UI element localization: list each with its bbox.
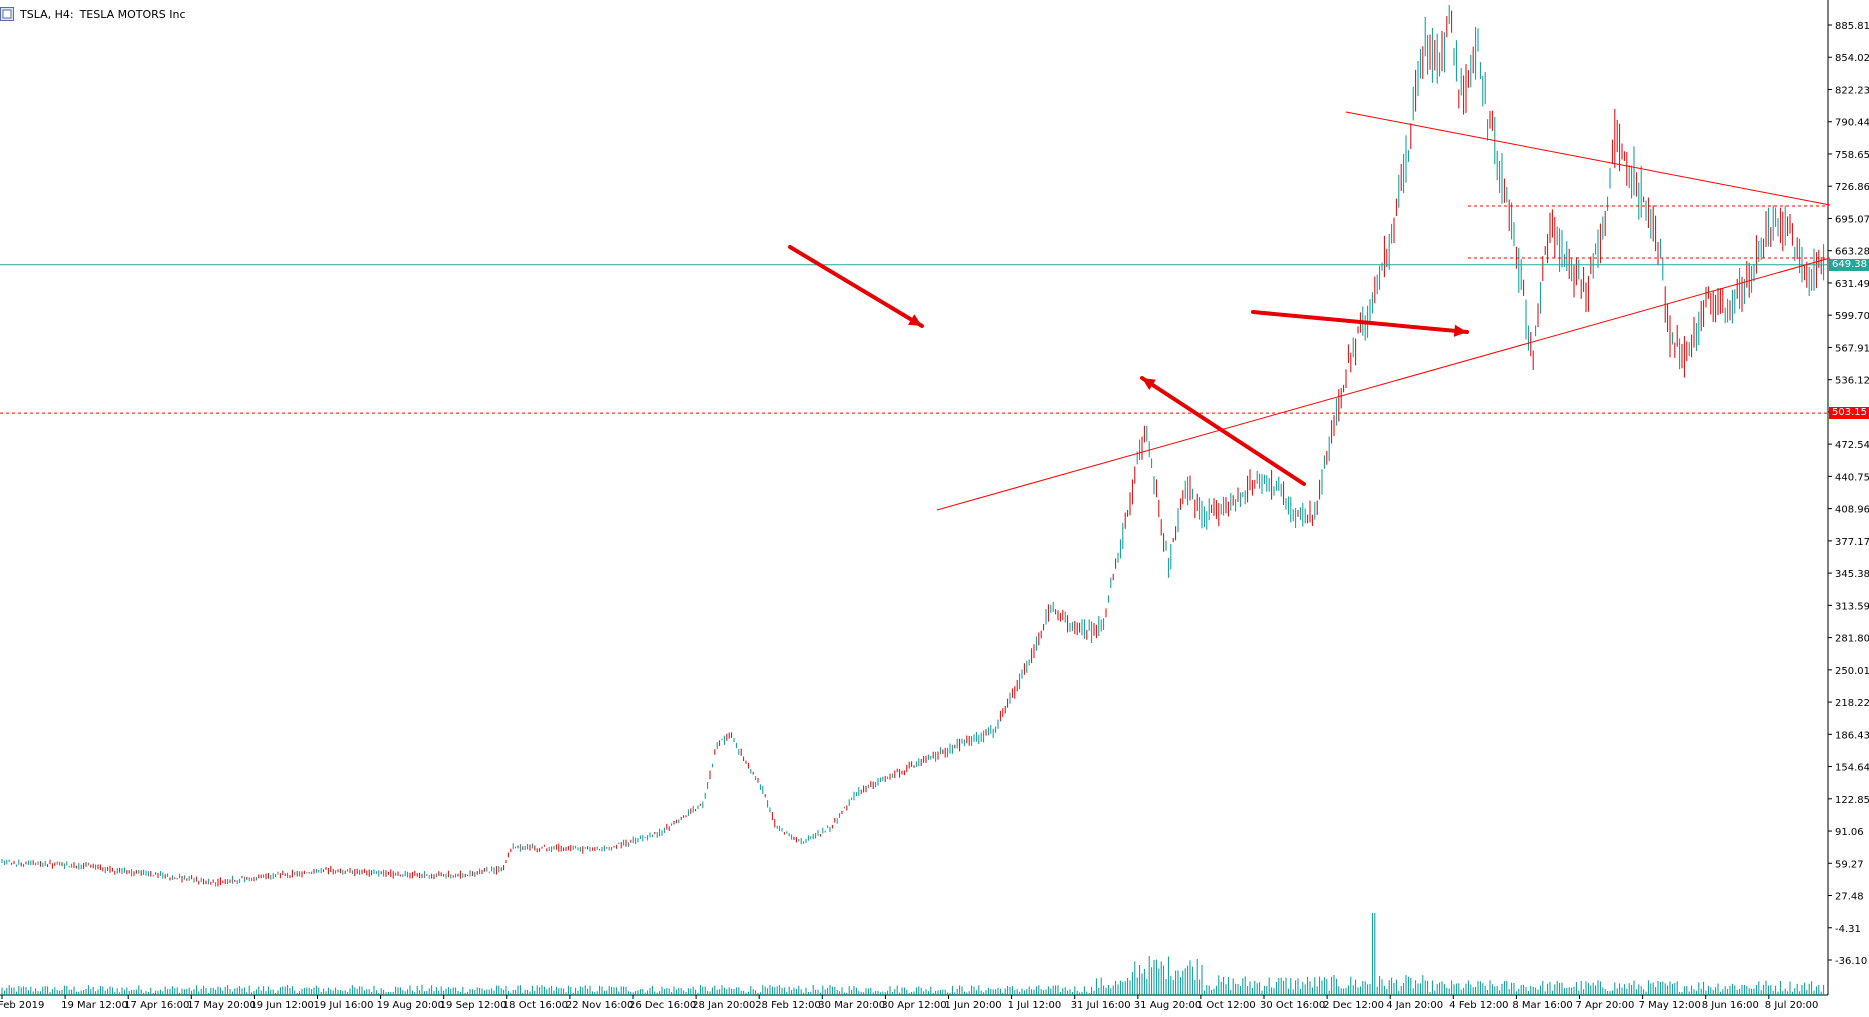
resistance-price-label: 503.15 bbox=[1829, 407, 1869, 420]
x-tick-label: 19 Mar 12:00 bbox=[61, 1000, 128, 1011]
chart-symbol: TSLA, H4: bbox=[20, 7, 74, 21]
x-tick-label: 31 Jul 16:00 bbox=[1071, 1000, 1131, 1011]
y-tick-label: 567.91 bbox=[1835, 343, 1869, 354]
y-tick-label: 59.27 bbox=[1835, 859, 1864, 870]
x-tick-label: 19 Jul 16:00 bbox=[314, 1000, 374, 1011]
x-tick-label: 19 Aug 20:00 bbox=[377, 1000, 444, 1011]
y-tick-label: 27.48 bbox=[1835, 892, 1864, 903]
x-tick-label: 7 May 12:00 bbox=[1639, 1000, 1701, 1011]
y-tick-label: 408.96 bbox=[1835, 505, 1869, 516]
x-tick-label: 1 Oct 12:00 bbox=[1197, 1000, 1256, 1011]
x-tick-label: 1 Jul 12:00 bbox=[1008, 1000, 1062, 1011]
y-tick-label: 758.65 bbox=[1835, 150, 1869, 161]
y-tick-label: 440.75 bbox=[1835, 472, 1869, 483]
x-tick-label: 8 Jun 16:00 bbox=[1702, 1000, 1759, 1011]
x-tick-label: 2 Dec 12:00 bbox=[1323, 1000, 1384, 1011]
x-tick-label: 30 Apr 12:00 bbox=[881, 1000, 946, 1011]
arrow-to-trendline-head bbox=[1142, 378, 1156, 390]
chart-company: TESLA MOTORS Inc bbox=[79, 7, 186, 21]
y-tick-label: 122.85 bbox=[1835, 795, 1869, 806]
chart-header: TSLA, H4: TESLA MOTORS Inc bbox=[0, 6, 186, 22]
x-tick-label: Feb 2019 bbox=[0, 1000, 44, 1011]
current-price-label: 649.38 bbox=[1829, 258, 1869, 271]
arrow-to-breakdown bbox=[1251, 310, 1469, 334]
y-tick-label: 536.12 bbox=[1835, 376, 1869, 387]
x-tick-label: 4 Feb 12:00 bbox=[1449, 1000, 1508, 1011]
x-tick-label: 7 Apr 20:00 bbox=[1576, 1000, 1635, 1011]
chart-window-icon[interactable] bbox=[0, 7, 14, 21]
y-tick-label: 472.54 bbox=[1835, 440, 1869, 451]
y-tick-label: 885.81 bbox=[1835, 21, 1869, 32]
x-tick-label: 19 Sep 12:00 bbox=[440, 1000, 507, 1011]
support-trendline bbox=[936, 257, 1831, 511]
y-tick-label: 377.17 bbox=[1835, 537, 1869, 548]
x-tick-label: 17 May 20:00 bbox=[187, 1000, 256, 1011]
y-tick-label: -4.31 bbox=[1835, 924, 1861, 935]
x-tick-label: 18 Oct 16:00 bbox=[503, 1000, 568, 1011]
y-tick-label: 726.86 bbox=[1835, 182, 1869, 193]
y-tick-label: 250.01 bbox=[1835, 666, 1869, 677]
y-tick-label: -36.10 bbox=[1835, 956, 1867, 967]
descending-trendline bbox=[1345, 111, 1831, 206]
x-tick-label: 31 Aug 20:00 bbox=[1134, 1000, 1201, 1011]
y-tick-label: 663.28 bbox=[1835, 247, 1869, 258]
y-tick-label: 91.06 bbox=[1835, 827, 1864, 838]
x-tick-label: 8 Mar 16:00 bbox=[1512, 1000, 1572, 1011]
y-tick-label: 790.44 bbox=[1835, 118, 1869, 129]
y-tick-label: 186.43 bbox=[1835, 730, 1869, 741]
y-tick-label: 599.70 bbox=[1835, 311, 1869, 322]
y-tick-label: 281.80 bbox=[1835, 634, 1869, 645]
x-tick-label: 8 Jul 20:00 bbox=[1765, 1000, 1819, 1011]
x-tick-label: 28 Jan 20:00 bbox=[692, 1000, 755, 1011]
arrow-to-trendline bbox=[1140, 376, 1306, 486]
y-tick-label: 154.64 bbox=[1835, 763, 1869, 774]
y-tick-label: 822.23 bbox=[1835, 85, 1869, 96]
y-tick-label: 313.59 bbox=[1835, 601, 1869, 612]
y-tick-label: 218.22 bbox=[1835, 698, 1869, 709]
x-tick-label: 26 Dec 16:00 bbox=[629, 1000, 696, 1011]
x-tick-label: 4 Jan 20:00 bbox=[1386, 1000, 1443, 1011]
x-tick-label: 17 Apr 16:00 bbox=[124, 1000, 189, 1011]
x-tick-label: 28 Feb 12:00 bbox=[755, 1000, 821, 1011]
arrow-to-breakdown-head bbox=[1453, 324, 1467, 337]
y-tick-label: 695.07 bbox=[1835, 214, 1869, 225]
y-tick-label: 345.38 bbox=[1835, 569, 1869, 580]
y-tick-label: 854.02 bbox=[1835, 53, 1869, 64]
arrow-to-peak bbox=[788, 245, 924, 328]
x-tick-label: 19 Jun 12:00 bbox=[250, 1000, 314, 1011]
x-tick-label: 1 Jun 20:00 bbox=[945, 1000, 1002, 1011]
x-tick-label: 30 Oct 16:00 bbox=[1260, 1000, 1325, 1011]
x-tick-label: 22 Nov 16:00 bbox=[566, 1000, 633, 1011]
x-tick-label: 30 Mar 20:00 bbox=[818, 1000, 885, 1011]
arrow-to-peak-head bbox=[908, 314, 922, 326]
y-tick-label: 631.49 bbox=[1835, 279, 1869, 290]
